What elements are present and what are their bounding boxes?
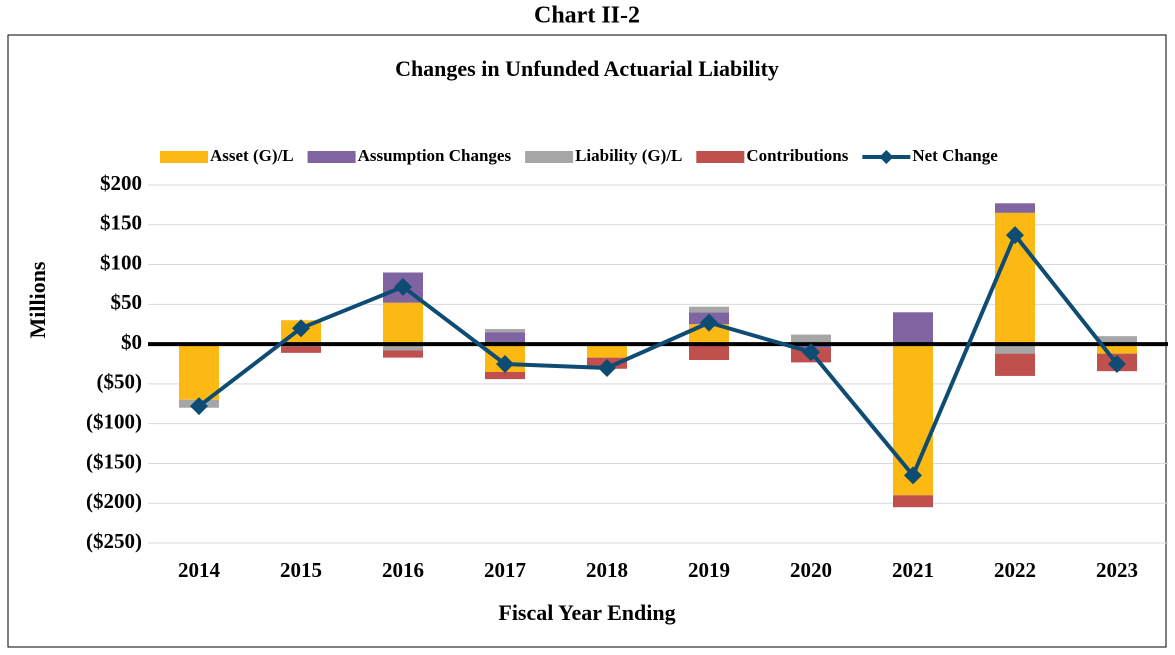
line-marker (802, 343, 820, 362)
y-tick-label: ($100) (86, 409, 142, 433)
bar (1097, 336, 1137, 343)
line-marker (1108, 355, 1126, 373)
x-tick-label: 2021 (892, 558, 934, 582)
line-marker (190, 397, 208, 416)
x-tick-label: 2019 (688, 558, 730, 582)
x-axis-title: Fiscal Year Ending (498, 600, 675, 625)
y-tick-label: $0 (121, 330, 142, 354)
line-marker (700, 313, 718, 332)
y-tick-label: ($200) (86, 489, 142, 513)
bar (587, 344, 627, 358)
bar (995, 353, 1035, 376)
bar (689, 344, 729, 361)
x-tick-label: 2020 (790, 558, 832, 582)
bar (179, 344, 219, 400)
legend-label: Assumption Changes (358, 146, 512, 165)
bar (893, 312, 933, 345)
y-tick-label: $200 (100, 171, 142, 195)
y-tick-label: $150 (100, 211, 142, 235)
line-marker (292, 319, 310, 338)
bar (995, 344, 1035, 354)
y-tick-label: ($50) (97, 370, 143, 394)
legend-marker (879, 150, 894, 164)
bar (485, 328, 525, 333)
legend-label: Asset (G)/L (210, 146, 294, 165)
legend-swatch (525, 151, 574, 163)
bar (281, 346, 321, 353)
line-marker (904, 466, 922, 485)
x-tick-label: 2017 (484, 558, 526, 582)
bar (383, 350, 423, 358)
legend-label: Liability (G)/L (575, 146, 682, 165)
chart-heading: Chart II-2 (534, 3, 640, 29)
x-tick-label: 2022 (994, 558, 1036, 582)
x-tick-label: 2023 (1096, 558, 1138, 582)
y-tick-label: $100 (100, 250, 142, 274)
bar (485, 371, 525, 380)
bar (383, 302, 423, 345)
bar (893, 495, 933, 508)
bar (689, 306, 729, 313)
y-tick-label: ($250) (86, 529, 142, 553)
line-marker (394, 277, 412, 296)
x-tick-label: 2015 (280, 558, 322, 582)
y-tick-label: ($150) (86, 449, 142, 473)
line-marker (496, 355, 514, 373)
legend-swatch (160, 151, 208, 163)
legend-swatch (307, 151, 356, 163)
legend-swatch (696, 151, 745, 163)
bar (485, 332, 525, 345)
line-marker (1006, 226, 1024, 245)
chart-frame (7, 34, 1167, 648)
x-tick-label: 2014 (178, 558, 221, 582)
net-change-line (197, 233, 1119, 478)
legend-label: Net Change (912, 146, 998, 165)
bar (383, 344, 423, 351)
x-tick-label: 2018 (586, 558, 628, 582)
x-tick-label: 2016 (382, 558, 424, 582)
line-marker (598, 358, 616, 377)
chart-title: Changes in Unfunded Actuarial Liability (395, 56, 779, 81)
bar (995, 203, 1035, 213)
bar (1097, 344, 1137, 354)
y-tick-label: $50 (111, 290, 143, 314)
y-axis-title: Millions (25, 261, 50, 338)
legend-label: Contributions (746, 146, 848, 165)
bar (791, 334, 831, 345)
